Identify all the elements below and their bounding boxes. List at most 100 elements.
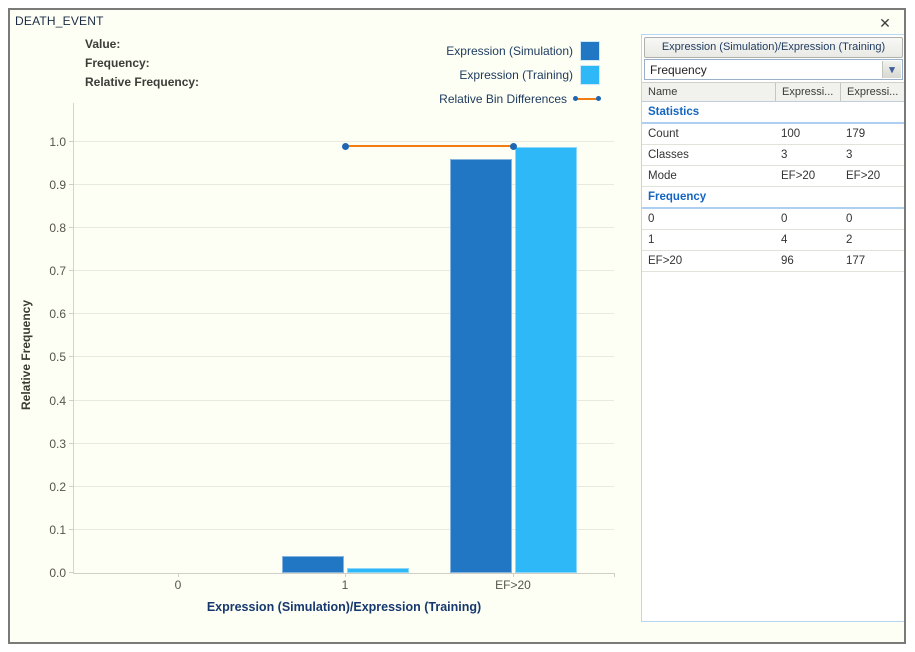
y-tick-mark bbox=[69, 227, 74, 228]
x-tick-mark bbox=[178, 573, 179, 577]
row-value-cell: 100 bbox=[781, 128, 801, 140]
relative-frequency-label: Relative Frequency: bbox=[85, 75, 200, 89]
gridline bbox=[74, 227, 614, 228]
y-tick-label: 0.6 bbox=[49, 307, 66, 321]
gridline bbox=[74, 356, 614, 357]
x-axis-end-tick bbox=[614, 573, 615, 577]
dropdown-button[interactable]: ▾ bbox=[882, 61, 901, 78]
table-row: 0 0 0 bbox=[642, 209, 904, 230]
row-name-cell: EF>20 bbox=[648, 255, 683, 267]
legend-swatch-training bbox=[580, 64, 600, 85]
table-row: Classes 3 3 bbox=[642, 145, 904, 166]
y-tick-label: 0.4 bbox=[49, 394, 66, 408]
row-name-cell: Count bbox=[648, 128, 679, 140]
chart-legend: Expression (Simulation) Expression (Trai… bbox=[439, 40, 601, 109]
row-value-cell: 0 bbox=[781, 213, 788, 225]
row-value-cell: 179 bbox=[846, 128, 866, 140]
y-tick-mark bbox=[69, 356, 74, 357]
row-name-cell: Mode bbox=[648, 170, 677, 182]
column-header-name[interactable]: Name bbox=[648, 86, 678, 98]
row-value-cell: 0 bbox=[846, 213, 853, 225]
row-value-cell: EF>20 bbox=[781, 170, 816, 182]
row-value-cell: 4 bbox=[781, 234, 788, 246]
row-value-cell: EF>20 bbox=[846, 170, 881, 182]
measure-dropdown-value: Frequency bbox=[650, 62, 707, 77]
gridline bbox=[74, 184, 614, 185]
table-row: EF>20 96 177 bbox=[642, 251, 904, 272]
row-value-cell: 177 bbox=[846, 255, 866, 267]
bar-simulation-1 bbox=[282, 556, 344, 573]
y-tick-mark bbox=[69, 529, 74, 530]
legend-item-differences: Relative Bin Differences bbox=[439, 88, 601, 109]
value-label: Value: bbox=[85, 37, 121, 51]
gridline bbox=[74, 400, 614, 401]
x-tick-label: EF>20 bbox=[495, 578, 531, 592]
row-value-cell: 2 bbox=[846, 234, 853, 246]
bar-simulation-EF>20 bbox=[450, 159, 512, 573]
table-body: Statistics Count 100 179 Classes 3 3 Mode EF>20 E… bbox=[642, 102, 904, 272]
y-tick-label: 0.0 bbox=[49, 566, 66, 580]
y-tick-label: 0.3 bbox=[49, 437, 66, 451]
table-row: Mode EF>20 EF>20 bbox=[642, 166, 904, 187]
y-tick-mark bbox=[69, 443, 74, 444]
bar-training-EF>20 bbox=[515, 147, 577, 573]
stats-panel: Expression (Simulation)/Expression (Trai… bbox=[641, 34, 904, 622]
row-name-cell: 0 bbox=[648, 213, 655, 225]
y-tick-mark bbox=[69, 313, 74, 314]
legend-label-simulation: Expression (Simulation) bbox=[446, 43, 573, 58]
y-tick-label: 0.9 bbox=[49, 178, 66, 192]
y-tick-mark bbox=[69, 141, 74, 142]
row-name-cell: 1 bbox=[648, 234, 655, 246]
x-axis-title: Expression (Simulation)/Expression (Trai… bbox=[206, 600, 482, 614]
gridline bbox=[74, 270, 614, 271]
section-header-frequency: Frequency bbox=[642, 187, 904, 209]
legend-label-training: Expression (Training) bbox=[459, 67, 573, 82]
frequency-label: Frequency: bbox=[85, 56, 150, 70]
gridline bbox=[74, 141, 614, 142]
bar-training-1 bbox=[347, 568, 409, 573]
window-title: DEATH_EVENT bbox=[15, 14, 104, 28]
legend-label-differences: Relative Bin Differences bbox=[439, 91, 567, 106]
row-name-cell: Classes bbox=[648, 149, 689, 161]
gridline bbox=[74, 443, 614, 444]
y-tick-mark bbox=[69, 270, 74, 271]
bin-differences-marker-0 bbox=[342, 143, 349, 150]
section-header-statistics: Statistics bbox=[642, 102, 904, 124]
row-value-cell: 96 bbox=[781, 255, 794, 267]
measure-dropdown[interactable]: Frequency ▾ bbox=[644, 59, 903, 80]
y-tick-mark bbox=[69, 400, 74, 401]
panel-header-button[interactable]: Expression (Simulation)/Expression (Trai… bbox=[644, 37, 903, 58]
chevron-down-icon: ▾ bbox=[889, 63, 895, 76]
y-tick-label: 0.8 bbox=[49, 221, 66, 235]
gridline bbox=[74, 486, 614, 487]
gridline bbox=[74, 313, 614, 314]
tooltip-readout: Value: Frequency: Relative Frequency: bbox=[85, 35, 199, 92]
y-tick-label: 0.2 bbox=[49, 480, 66, 494]
bin-differences-marker-1 bbox=[510, 143, 517, 150]
x-tick-mark bbox=[513, 573, 514, 577]
table-row: 1 4 2 bbox=[642, 230, 904, 251]
legend-item-training: Expression (Training) bbox=[459, 64, 600, 85]
bin-differences-line bbox=[345, 145, 513, 147]
column-header-expression-2[interactable]: Expressi... bbox=[840, 83, 904, 101]
y-tick-mark bbox=[69, 486, 74, 487]
y-tick-mark bbox=[69, 184, 74, 185]
column-header-expression-1[interactable]: Expressi... bbox=[775, 83, 840, 101]
legend-line-icon bbox=[573, 95, 601, 101]
legend-line-dot-right bbox=[596, 95, 601, 101]
close-icon[interactable]: ✕ bbox=[879, 14, 891, 31]
row-value-cell: 3 bbox=[781, 149, 788, 161]
y-tick-label: 0.1 bbox=[49, 523, 66, 537]
gridline bbox=[74, 529, 614, 530]
histogram-window: DEATH_EVENT ✕ Value: Frequency: Relative… bbox=[8, 8, 906, 644]
x-tick-mark bbox=[345, 573, 346, 577]
row-value-cell: 3 bbox=[846, 149, 853, 161]
x-tick-label: 1 bbox=[341, 578, 349, 592]
y-tick-label: 0.7 bbox=[49, 264, 66, 278]
table-row: Count 100 179 bbox=[642, 124, 904, 145]
table-header: Name Expressi... Expressi... bbox=[642, 82, 904, 102]
y-tick-label: 1.0 bbox=[49, 135, 66, 149]
y-tick-label: 0.5 bbox=[49, 350, 66, 364]
y-tick-mark bbox=[69, 572, 74, 573]
legend-item-simulation: Expression (Simulation) bbox=[446, 40, 600, 61]
